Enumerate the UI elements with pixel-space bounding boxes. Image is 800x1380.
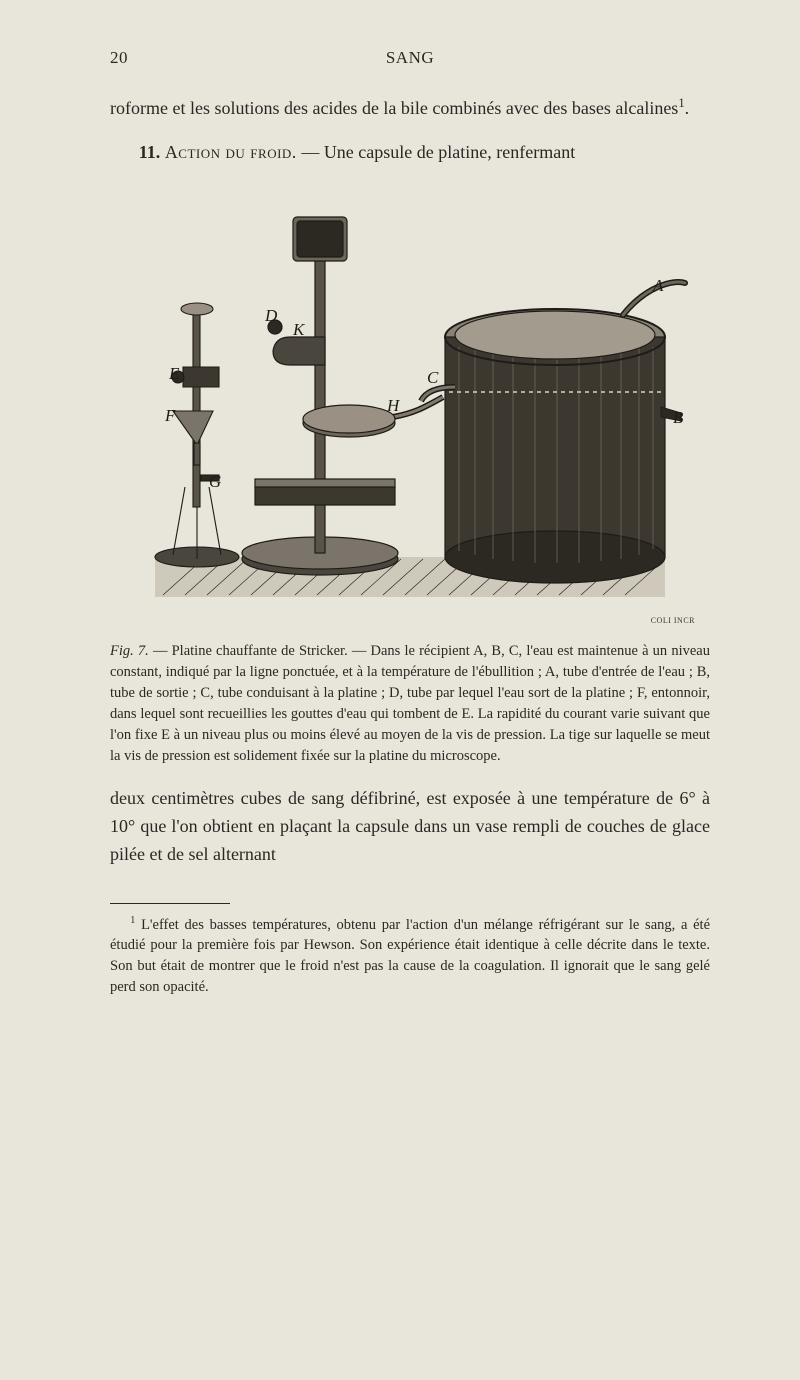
engraver-credit: COLI INCR xyxy=(651,616,695,625)
label-K: K xyxy=(292,320,306,339)
intro-text: roforme et les solutions des acides de l… xyxy=(110,98,678,118)
running-title: SANG xyxy=(128,48,692,68)
page-number: 20 xyxy=(110,48,128,68)
section-title: Action du froid. xyxy=(165,142,297,162)
intro-end: . xyxy=(685,98,690,118)
label-F: F xyxy=(164,406,176,425)
section-continuation: — Une capsule de platine, renfermant xyxy=(297,142,575,162)
figure-7-engraving: A B C D E F G H K COLI INCR xyxy=(125,187,695,627)
label-C: C xyxy=(427,368,439,387)
label-G: G xyxy=(209,472,221,491)
section-number: 11. xyxy=(139,142,161,162)
running-head: 20 SANG 00 xyxy=(110,48,710,68)
continuation-paragraph: deux centimètres cubes de sang défibriné… xyxy=(110,785,710,869)
label-H: H xyxy=(386,396,401,415)
intro-paragraph: roforme et les solutions des acides de l… xyxy=(110,94,710,123)
footnote-body: L'effet des basses températures, obtenu … xyxy=(110,916,710,995)
heating-stage xyxy=(242,217,443,575)
reservoir xyxy=(445,309,665,583)
figure-7: A B C D E F G H K COLI INCR Fig. 7. — Pl… xyxy=(110,187,710,767)
left-stand xyxy=(155,303,239,567)
label-A: A xyxy=(652,276,664,295)
figure-caption-body: — Platine chauffante de Stricker. — Dans… xyxy=(110,643,710,764)
figure-7-caption: Fig. 7. — Platine chauffante de Stricker… xyxy=(110,641,710,767)
label-D: D xyxy=(264,306,278,325)
label-B: B xyxy=(673,408,684,427)
footnote-1: 1 L'effet des basses températures, obten… xyxy=(110,914,710,999)
section-11-heading: 11. Action du froid. — Une capsule de pl… xyxy=(110,139,710,167)
footnote-rule xyxy=(110,903,230,904)
figure-caption-lead: Fig. 7. xyxy=(110,643,149,659)
label-E: E xyxy=(168,364,180,383)
apparatus-illustration: A B C D E F G H K xyxy=(125,187,695,627)
page: 20 SANG 00 roforme et les solutions des … xyxy=(0,0,800,1380)
